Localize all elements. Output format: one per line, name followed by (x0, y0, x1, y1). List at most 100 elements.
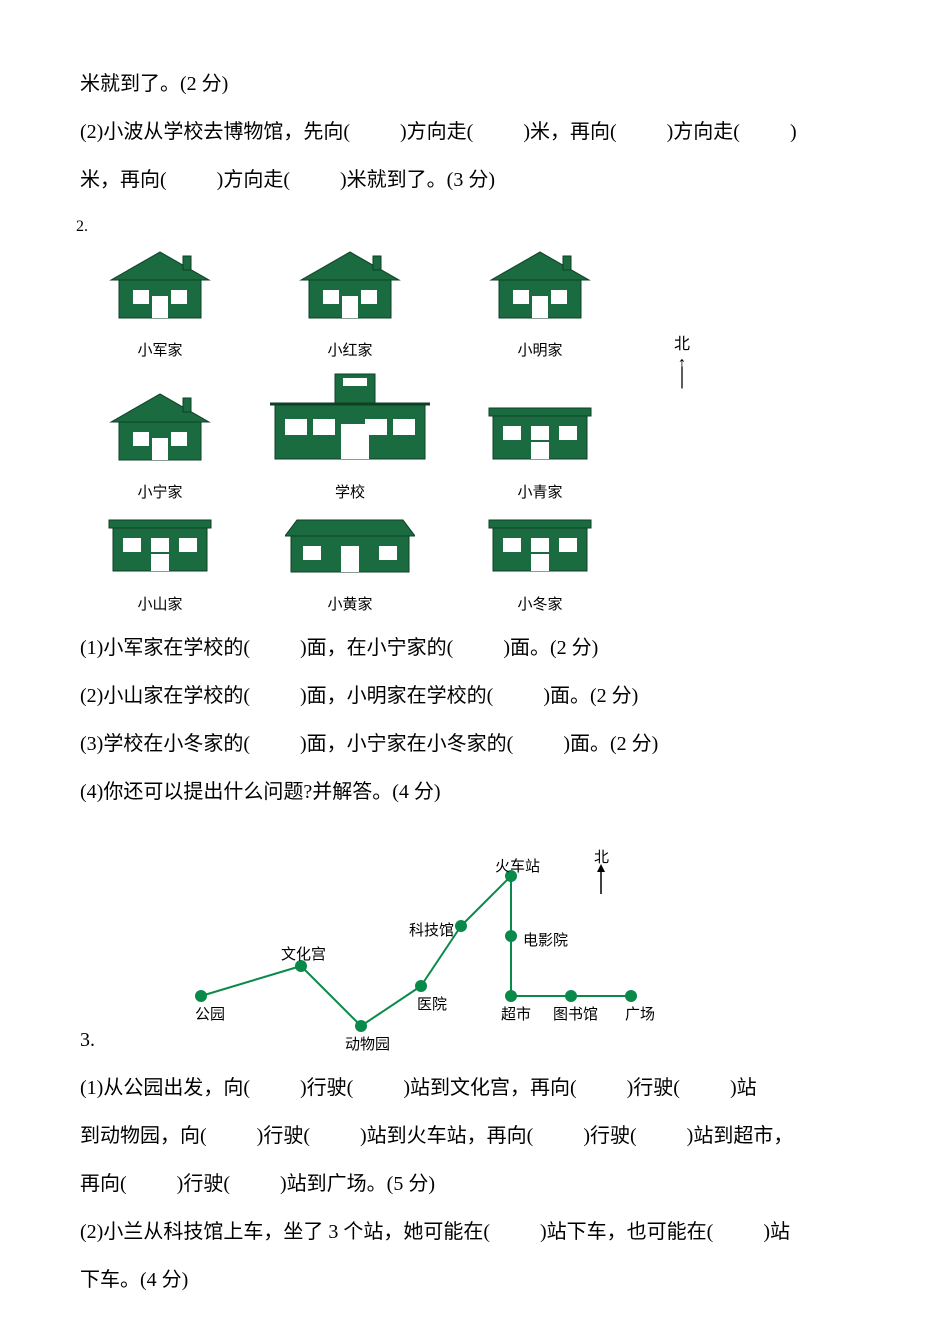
frag-line-2: (2)小波从学校去博物馆，先向( )方向走( )米，再向( )方向走( ) (80, 108, 865, 156)
text: )行驶( (257, 1125, 310, 1147)
blank[interactable] (207, 1112, 257, 1160)
blank[interactable] (513, 720, 563, 768)
text: )站到火车站，再向( (360, 1125, 533, 1147)
route-node (415, 980, 427, 992)
text: )方向走( (400, 121, 473, 143)
compass-label: 北 (674, 336, 690, 354)
text: )行驶( (177, 1173, 230, 1195)
blank[interactable] (740, 108, 790, 156)
text: 米，再向( (80, 169, 167, 191)
house-cell: 小黄家 (250, 510, 450, 614)
q3-diagram: 北 公园文化宫动物园医院科技馆火车站电影院超市图书馆广场 (171, 846, 681, 1064)
house-label: 小冬家 (460, 596, 620, 614)
text: )面，在小宁家的( (300, 637, 453, 659)
house-cell: 小宁家 (80, 388, 240, 502)
blank[interactable] (250, 624, 300, 672)
blank[interactable] (310, 1112, 360, 1160)
text: (2)小山家在学校的( (80, 685, 250, 707)
blank[interactable] (453, 624, 503, 672)
text: )站到文化宫，再向( (403, 1077, 576, 1099)
q2-number: 2. (76, 208, 865, 246)
blank[interactable] (490, 1208, 540, 1256)
blank[interactable] (250, 1064, 300, 1112)
blank[interactable] (473, 108, 523, 156)
route-node (565, 990, 577, 1002)
compass-north: 北 ↑ │ (674, 336, 690, 387)
blank[interactable] (713, 1208, 763, 1256)
text: )站 (730, 1077, 757, 1099)
q3-row: 3. 北 公园文化宫动物园医院科技馆火车站电影院超市图书馆广场 (80, 846, 865, 1064)
text: )站 (763, 1221, 790, 1243)
house-cell: 小明家 (460, 246, 620, 360)
route-edge (201, 966, 301, 996)
blank[interactable] (353, 1064, 403, 1112)
text: )行驶( (300, 1077, 353, 1099)
text: )面。(2 分) (563, 733, 658, 755)
house-cell: 小冬家 (460, 506, 620, 614)
blank[interactable] (680, 1064, 730, 1112)
text: )面，小宁家在小冬家的( (300, 733, 513, 755)
q2-diagram: 2. 小军家 小红家 小明家 (80, 208, 865, 614)
q3-line-1: (1)从公园出发，向( )行驶( )站到文化宫，再向( )行驶( )站 (80, 1064, 865, 1112)
text: )行驶( (583, 1125, 636, 1147)
blank[interactable] (577, 1064, 627, 1112)
text: )米就到了。(3 分) (340, 169, 495, 191)
route-node (455, 920, 467, 932)
text: )站到广场。(5 分) (280, 1173, 435, 1195)
spacer (80, 816, 865, 846)
route-node-label: 科技馆 (409, 924, 454, 939)
blank[interactable] (167, 156, 217, 204)
text: (1)小军家在学校的( (80, 637, 250, 659)
text: (1)从公园出发，向( (80, 1077, 250, 1099)
houses-grid: 小军家 小红家 小明家 小宁家 (80, 246, 620, 614)
blank[interactable] (230, 1160, 280, 1208)
house-icon (295, 246, 405, 322)
q2-line-2: (2)小山家在学校的( )面，小明家在学校的( )面。(2 分) (80, 672, 865, 720)
route-node-label: 电影院 (523, 934, 568, 949)
arrow-stem-icon: │ (674, 368, 690, 388)
route-node (625, 990, 637, 1002)
blank[interactable] (637, 1112, 687, 1160)
route-node-label: 图书馆 (553, 1008, 598, 1023)
text: )站下车，也可能在( (540, 1221, 713, 1243)
frag-line-1: 米就到了。(2 分) (80, 60, 865, 108)
blank[interactable] (350, 108, 400, 156)
house-label: 学校 (250, 484, 450, 502)
house-label: 小宁家 (80, 484, 240, 502)
house-label: 小山家 (80, 596, 240, 614)
text: )面。(2 分) (503, 637, 598, 659)
blank[interactable] (127, 1160, 177, 1208)
q3-line-2: 到动物园，向( )行驶( )站到火车站，再向( )行驶( )站到超市， (80, 1112, 865, 1160)
route-edge (301, 966, 361, 1026)
house-icon (485, 506, 595, 576)
route-map: 北 (171, 846, 681, 1046)
blank[interactable] (250, 720, 300, 768)
text: )方向走( (217, 169, 290, 191)
route-node (195, 990, 207, 1002)
house-label: 小明家 (460, 342, 620, 360)
worksheet-page: 米就到了。(2 分) (2)小波从学校去博物馆，先向( )方向走( )米，再向(… (0, 0, 945, 1344)
route-edge (461, 876, 511, 926)
route-node (505, 930, 517, 942)
route-node-label: 火车站 (495, 860, 540, 875)
frag-line-3: 米，再向( )方向走( )米就到了。(3 分) (80, 156, 865, 204)
route-node (505, 990, 517, 1002)
q2-line-1: (1)小军家在学校的( )面，在小宁家的( )面。(2 分) (80, 624, 865, 672)
text: 米就到了。(2 分) (80, 73, 228, 95)
q2-line-4: (4)你还可以提出什么问题?并解答。(4 分) (80, 768, 865, 816)
q3-number: 3. (80, 1016, 95, 1064)
house-icon (105, 506, 215, 576)
text: 下车。(4 分) (80, 1269, 188, 1291)
blank[interactable] (533, 1112, 583, 1160)
house-icon (105, 246, 215, 322)
text: )站到超市， (687, 1125, 794, 1147)
text: )面，小明家在学校的( (300, 685, 493, 707)
compass-label: 北 (594, 849, 609, 866)
blank[interactable] (493, 672, 543, 720)
route-node-label: 广场 (625, 1008, 655, 1023)
house-label: 小军家 (80, 342, 240, 360)
blank[interactable] (617, 108, 667, 156)
blank[interactable] (290, 156, 340, 204)
blank[interactable] (250, 672, 300, 720)
house-cell: 学校 (250, 364, 450, 502)
